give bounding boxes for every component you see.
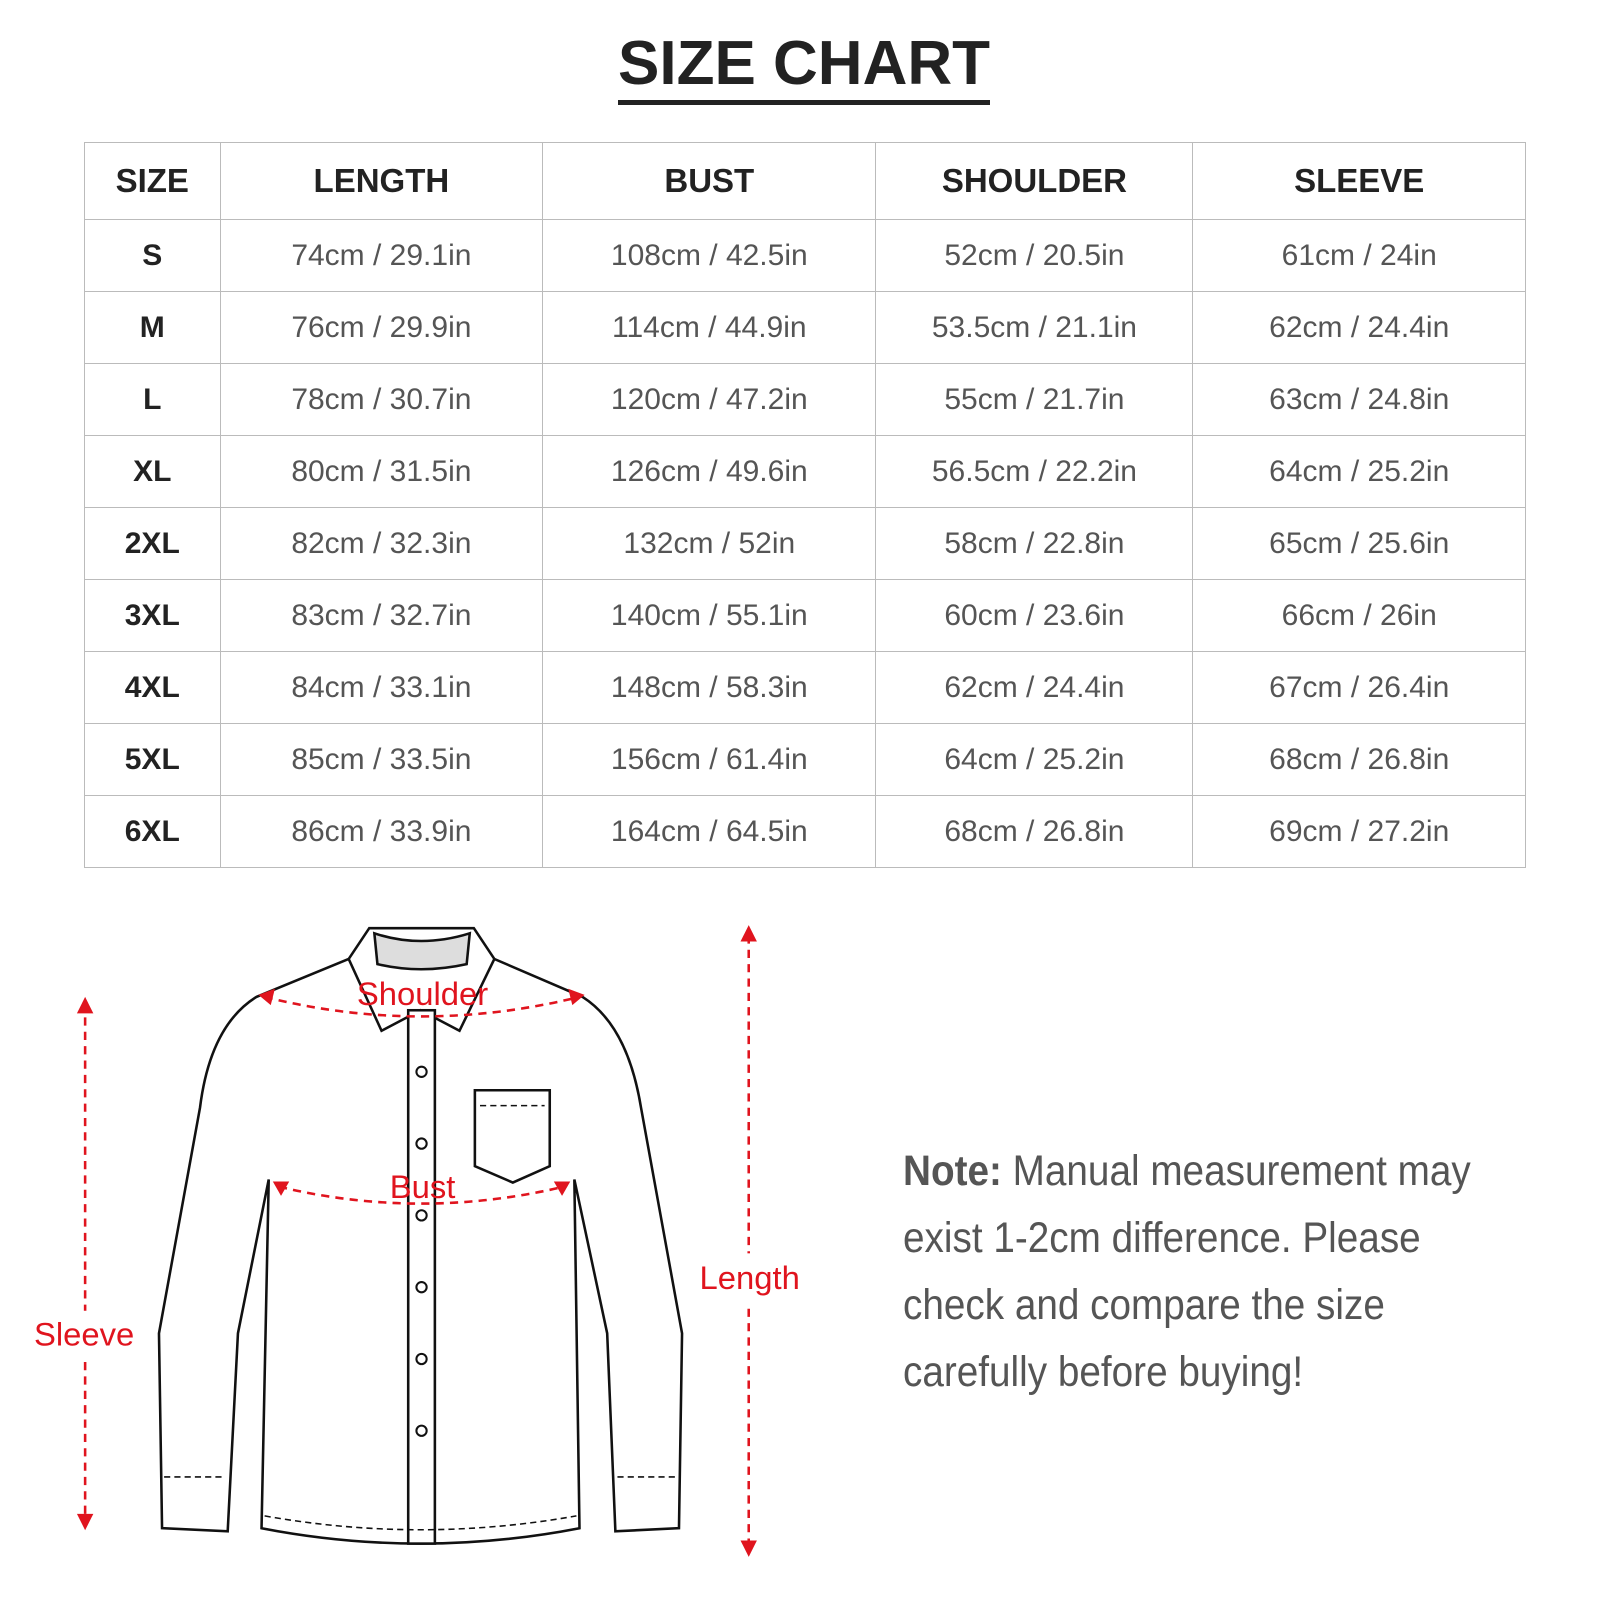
measurement-cell: 64cm / 25.2in xyxy=(1192,435,1526,508)
measurement-cell: 60cm / 23.6in xyxy=(875,579,1194,652)
measurement-cell: 132cm / 52in xyxy=(542,507,877,580)
shoulder-label: Shoulder xyxy=(357,975,488,1012)
measurement-cell: 55cm / 21.7in xyxy=(875,363,1194,436)
table-row: 6XL 86cm / 33.9in 164cm / 64.5in 68cm / 26.… xyxy=(84,795,1526,868)
size-cell: S xyxy=(84,219,221,292)
measurement-cell: 114cm / 44.9in xyxy=(542,291,877,364)
measurement-cell: 68cm / 26.8in xyxy=(875,795,1194,868)
measurement-cell: 67cm / 26.4in xyxy=(1192,651,1526,724)
measurement-cell: 62cm / 24.4in xyxy=(1192,291,1526,364)
size-cell: 5XL xyxy=(84,723,221,796)
measurement-cell: 108cm / 42.5in xyxy=(542,219,877,292)
sleeve-label: Sleeve xyxy=(34,1316,134,1353)
column-header-sleeve: SLEEVE xyxy=(1192,142,1526,220)
measure-lines xyxy=(83,935,750,1547)
measurement-cell: 76cm / 29.9in xyxy=(219,291,544,364)
measurement-cell: 78cm / 30.7in xyxy=(219,363,544,436)
measurement-cell: 69cm / 27.2in xyxy=(1192,795,1526,868)
table-row: 5XL 85cm / 33.5in 156cm / 61.4in 64cm / 25.… xyxy=(84,723,1526,796)
measurement-cell: 61cm / 24in xyxy=(1192,219,1526,292)
table-row: 2XL 82cm / 32.3in 132cm / 52in 58cm / 22.8i… xyxy=(84,507,1526,580)
table-row: M 76cm / 29.9in 114cm / 44.9in 53.5cm / 21.… xyxy=(84,291,1526,364)
measurement-cell: 64cm / 25.2in xyxy=(875,723,1194,796)
size-cell: L xyxy=(84,363,221,436)
shirt-outline xyxy=(157,926,684,1545)
size-cell: M xyxy=(84,291,221,364)
table-header-row: SIZE LENGTH BUST SHOULDER SLEEVE xyxy=(84,142,1526,220)
measurement-cell: 68cm / 26.8in xyxy=(1192,723,1526,796)
measurement-cell: 56.5cm / 22.2in xyxy=(875,435,1194,508)
measurement-cell: 140cm / 55.1in xyxy=(542,579,877,652)
measurement-cell: 65cm / 25.6in xyxy=(1192,507,1526,580)
column-header-bust: BUST xyxy=(542,142,877,220)
measurement-cell: 148cm / 58.3in xyxy=(542,651,877,724)
measurement-cell: 86cm / 33.9in xyxy=(219,795,544,868)
column-header-size: SIZE xyxy=(84,142,221,220)
size-cell: 4XL xyxy=(84,651,221,724)
measurement-cell: 53.5cm / 21.1in xyxy=(875,291,1194,364)
measurement-cell: 156cm / 61.4in xyxy=(542,723,877,796)
measurement-cell: 164cm / 64.5in xyxy=(542,795,877,868)
page-title: SIZE CHART xyxy=(0,28,1600,105)
measurement-cell: 58cm / 22.8in xyxy=(875,507,1194,580)
measurement-cell: 126cm / 49.6in xyxy=(542,435,877,508)
measurement-cell: 120cm / 47.2in xyxy=(542,363,877,436)
measurement-cell: 63cm / 24.8in xyxy=(1192,363,1526,436)
note-body: Manual measurement may exist 1-2cm diffe… xyxy=(903,1147,1471,1396)
table-row: L 78cm / 30.7in 120cm / 47.2in 55cm / 21.7i… xyxy=(84,363,1526,436)
size-table: SIZE LENGTH BUST SHOULDER SLEEVE S 74cm / 29.… xyxy=(84,142,1526,868)
length-label: Length xyxy=(700,1259,800,1296)
measurement-cell: 85cm / 33.5in xyxy=(219,723,544,796)
table-row: S 74cm / 29.1in 108cm / 42.5in 52cm / 20.5i… xyxy=(84,219,1526,292)
bust-label: Bust xyxy=(390,1168,456,1205)
measurement-cell: 66cm / 26in xyxy=(1192,579,1526,652)
table-row: 3XL 83cm / 32.7in 140cm / 55.1in 60cm / 23.… xyxy=(84,579,1526,652)
arrow-icons xyxy=(76,925,757,1557)
column-header-shoulder: SHOULDER xyxy=(875,142,1194,220)
measurement-cell: 74cm / 29.1in xyxy=(219,219,544,292)
measurement-cell: 82cm / 32.3in xyxy=(219,507,544,580)
table-row: XL 80cm / 31.5in 126cm / 49.6in 56.5cm / 22… xyxy=(84,435,1526,508)
size-cell: 3XL xyxy=(84,579,221,652)
size-cell: 6XL xyxy=(84,795,221,868)
measurement-cell: 83cm / 32.7in xyxy=(219,579,544,652)
measurement-cell: 84cm / 33.1in xyxy=(219,651,544,724)
shirt-buttons xyxy=(415,1065,428,1437)
measurement-cell: 80cm / 31.5in xyxy=(219,435,544,508)
note-label: Note: xyxy=(903,1147,1002,1195)
size-cell: 2XL xyxy=(84,507,221,580)
note-text: Note: Manual measurement may exist 1-2cm… xyxy=(903,1138,1479,1406)
